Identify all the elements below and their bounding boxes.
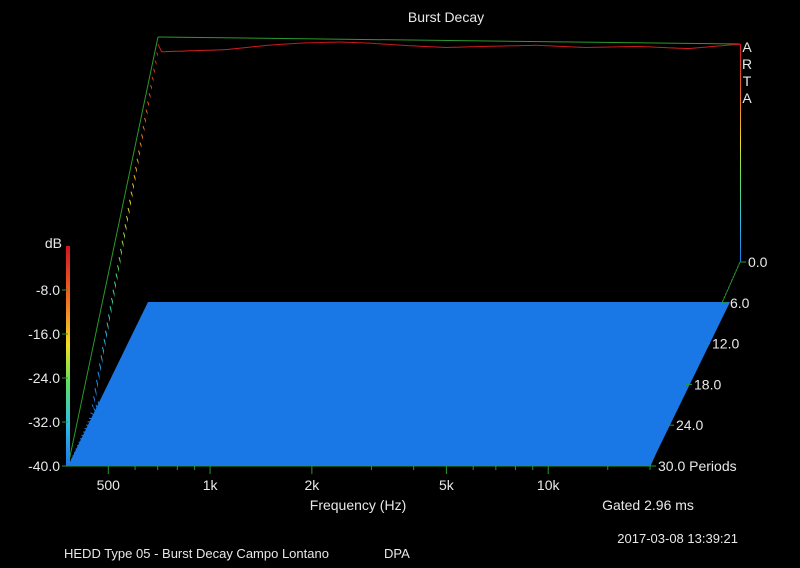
waterfall-surface: [69, 41, 741, 464]
db-color-scale: [66, 246, 70, 466]
